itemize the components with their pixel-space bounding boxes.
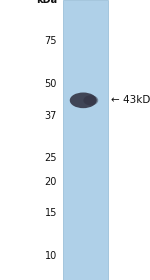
Ellipse shape (70, 92, 97, 108)
Text: 10: 10 (45, 251, 57, 261)
Ellipse shape (83, 95, 98, 106)
Text: 37: 37 (45, 111, 57, 122)
Text: 50: 50 (45, 79, 57, 89)
Text: 20: 20 (45, 177, 57, 187)
Text: ← 43kDa: ← 43kDa (111, 95, 150, 105)
Text: 75: 75 (45, 36, 57, 46)
Text: 15: 15 (45, 208, 57, 218)
Text: 25: 25 (45, 153, 57, 163)
Text: kDa: kDa (36, 0, 57, 5)
Bar (63, 0, 108, 280)
